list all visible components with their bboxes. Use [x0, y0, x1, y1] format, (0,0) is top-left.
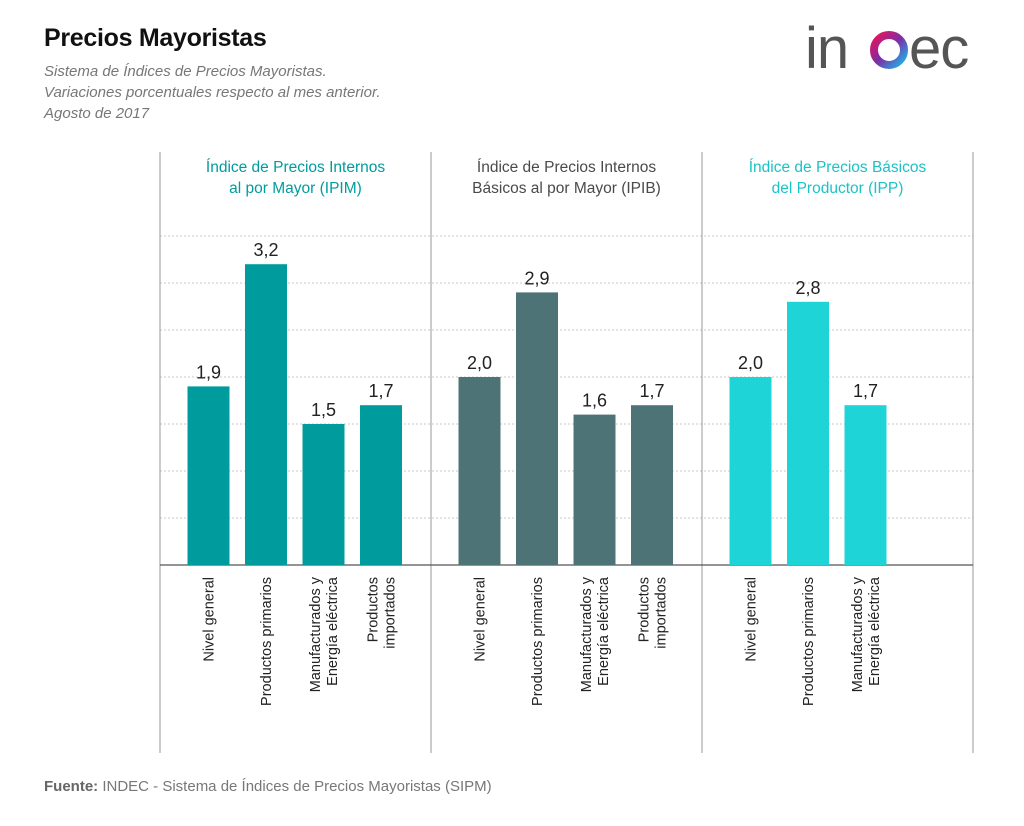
chart-subtitle: Sistema de Índices de Precios Mayoristas…: [44, 61, 381, 124]
category-label: Productos primarios: [801, 577, 817, 706]
subtitle-line: Agosto de 2017: [44, 105, 150, 122]
tick-label: Nivel general: [473, 577, 489, 662]
bar: [516, 292, 558, 565]
bar: [458, 377, 501, 565]
tick-label: Productos primarios: [259, 577, 275, 706]
tick-label: Manufacturados y: [308, 576, 324, 692]
indec-logo: in ec: [805, 16, 969, 81]
data-label: 1,7: [639, 381, 664, 401]
category-label: Productos primarios: [259, 577, 275, 706]
data-label: 3,2: [253, 240, 278, 260]
category-label: Nivel general: [202, 577, 218, 662]
data-label: 2,8: [795, 278, 820, 298]
bar: [360, 405, 402, 565]
panel-title: del Productor (IPP): [772, 180, 904, 197]
bar: [302, 424, 345, 565]
source-text: INDEC - Sistema de Índices de Precios Ma…: [102, 778, 492, 795]
bar: [844, 405, 887, 565]
bar: [729, 377, 772, 565]
data-label: 1,6: [582, 391, 607, 411]
logo-accent-icon: [870, 31, 908, 69]
bar: [187, 386, 230, 565]
panel-title: al por Mayor (IPIM): [229, 180, 362, 197]
panel-title: Índice de Precios Básicos: [749, 159, 927, 176]
bar: [245, 264, 287, 565]
data-label: 1,9: [196, 362, 221, 382]
tick-label: Productos: [366, 577, 382, 642]
data-label: 2,9: [524, 268, 549, 288]
source-note: Fuente: INDEC - Sistema de Índices de Pr…: [44, 778, 492, 795]
data-label: 1,7: [853, 381, 878, 401]
bar: [631, 405, 673, 565]
panel-title: Básicos al por Mayor (IPIB): [472, 180, 661, 197]
category-label: Nivel general: [473, 577, 489, 662]
tick-label: Energía eléctrica: [325, 576, 341, 686]
bar: [787, 301, 829, 565]
data-label: 2,0: [467, 353, 492, 373]
tick-label: Productos primarios: [801, 577, 817, 706]
tick-label: importados: [654, 577, 670, 649]
data-label: 1,5: [311, 400, 336, 420]
data-label: 2,0: [738, 353, 763, 373]
bar: [573, 414, 616, 565]
panel-title: Índice de Precios Internos: [477, 159, 656, 176]
category-label: Manufacturados y Energía eléctrica: [308, 576, 341, 692]
panel-title: Índice de Precios Internos: [206, 159, 385, 176]
tick-label: Energía eléctrica: [596, 576, 612, 686]
tick-label: importados: [383, 577, 399, 649]
category-label: Productos importados: [366, 577, 399, 649]
subtitle-line: Variaciones porcentuales respecto al mes…: [44, 84, 381, 101]
category-label: Productos importados: [637, 577, 670, 649]
logo-text: in: [805, 16, 848, 81]
tick-label: Nivel general: [744, 577, 760, 662]
tick-label: Energía eléctrica: [867, 576, 883, 686]
category-label: Productos primarios: [530, 577, 546, 706]
chart-title: Precios Mayoristas: [44, 24, 267, 52]
tick-label: Nivel general: [202, 577, 218, 662]
tick-label: Productos primarios: [530, 577, 546, 706]
logo-text: ec: [909, 16, 968, 81]
category-label: Manufacturados y Energía eléctrica: [579, 576, 612, 692]
data-label: 1,7: [368, 381, 393, 401]
tick-label: Productos: [637, 577, 653, 642]
subtitle-line: Sistema de Índices de Precios Mayoristas…: [44, 63, 327, 80]
category-label: Manufacturados y Energía eléctrica: [850, 576, 883, 692]
category-label: Nivel general: [744, 577, 760, 662]
source-label: Fuente:: [44, 778, 99, 795]
tick-label: Manufacturados y: [579, 576, 595, 692]
tick-label: Manufacturados y: [850, 576, 866, 692]
